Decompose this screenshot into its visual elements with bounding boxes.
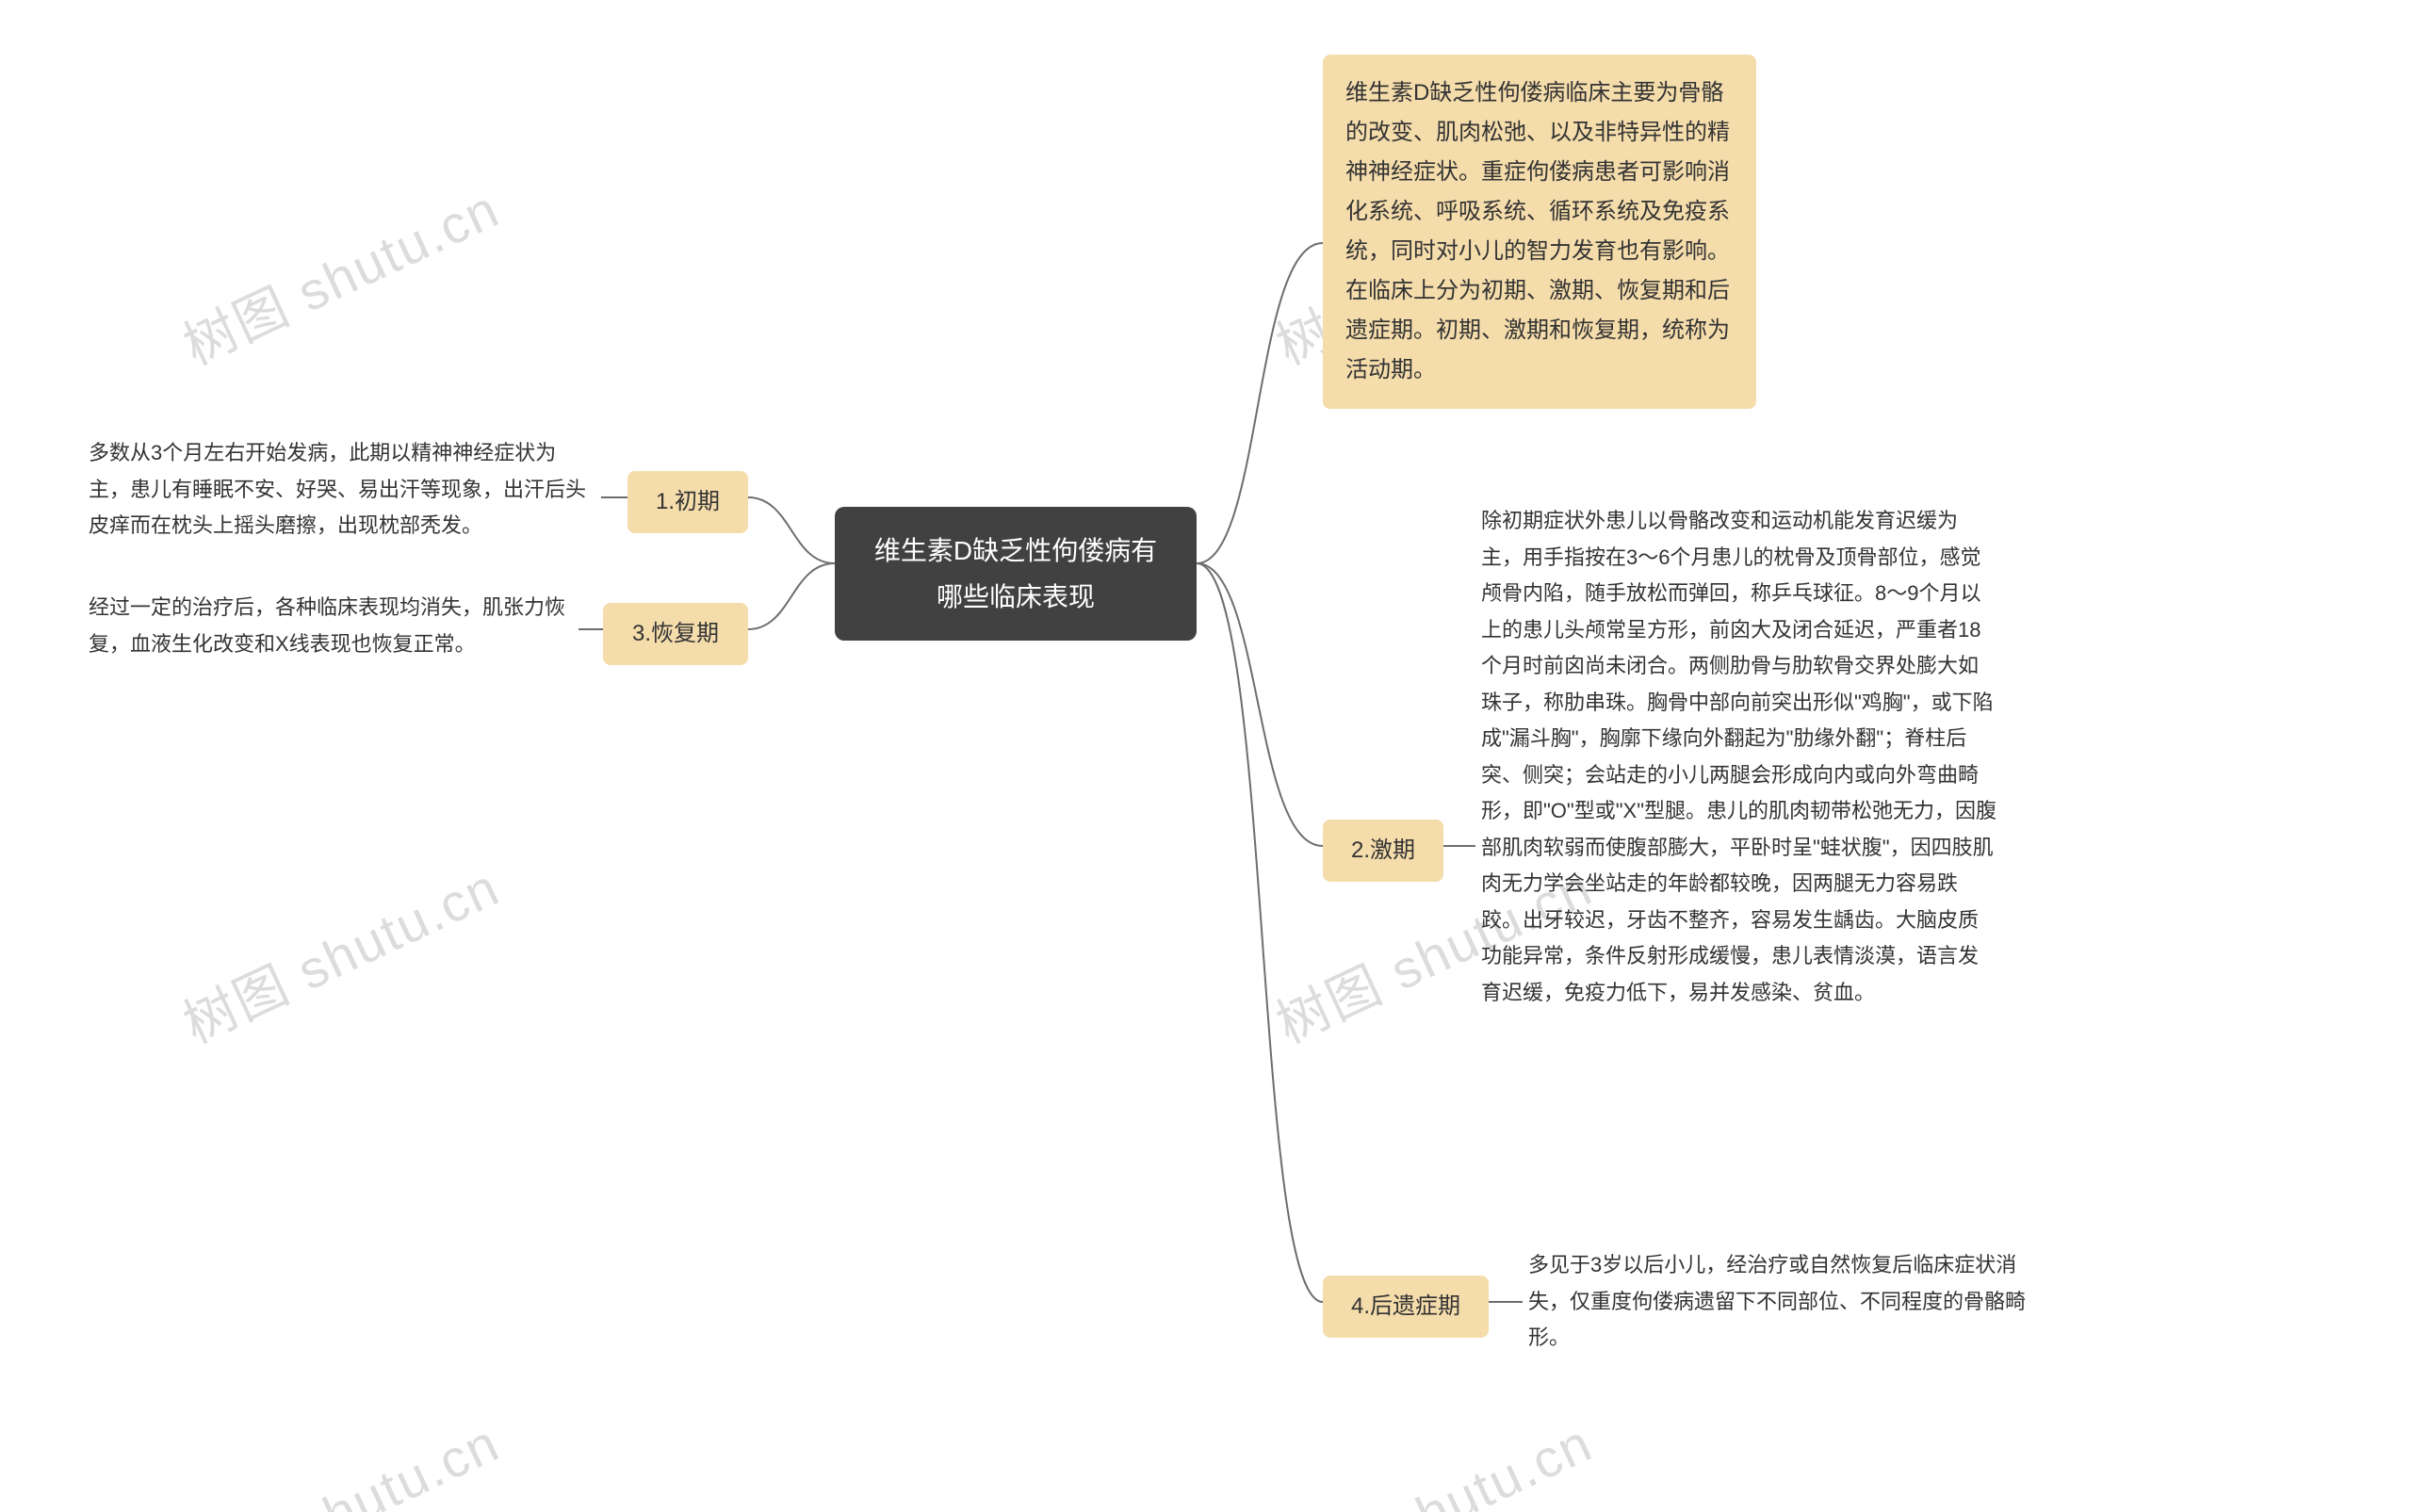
phase-2-desc: 除初期症状外患儿以骨骼改变和运动机能发育迟缓为主，用手指按在3～6个月患儿的枕骨… (1475, 499, 2003, 1015)
phase-1-desc-text: 多数从3个月左右开始发病，此期以精神神经症状为主，患儿有睡眠不安、好哭、易出汗等… (89, 441, 586, 537)
watermark: 树图 shutu.cn (1263, 1401, 1604, 1512)
phase-1-node[interactable]: 1.初期 (627, 471, 748, 533)
phase-4-desc: 多见于3岁以后小儿，经治疗或自然恢复后临床症状消失，仅重度佝偻病遗留下不同部位、… (1523, 1244, 2031, 1360)
phase-3-node[interactable]: 3.恢复期 (603, 603, 748, 665)
phase-3-label: 3.恢复期 (632, 621, 719, 646)
phase-1-desc: 多数从3个月左右开始发病，此期以精神神经症状为主，患儿有睡眠不安、好哭、易出汗等… (83, 431, 601, 548)
connector-lines (0, 0, 2412, 1512)
phase-2-node[interactable]: 2.激期 (1323, 820, 1443, 882)
phase-4-desc-text: 多见于3岁以后小儿，经治疗或自然恢复后临床症状消失，仅重度佝偻病遗留下不同部位、… (1528, 1253, 2026, 1349)
watermark: 树图 shutu.cn (170, 1401, 511, 1512)
watermark: 树图 shutu.cn (170, 845, 511, 1058)
phase-1-label: 1.初期 (656, 489, 720, 514)
intro-text: 维生素D缺乏性佝偻病临床主要为骨骼的改变、肌肉松弛、以及非特异性的精神神经症状。… (1345, 80, 1730, 382)
phase-2-desc-text: 除初期症状外患儿以骨骼改变和运动机能发育迟缓为主，用手指按在3～6个月患儿的枕骨… (1481, 509, 1996, 1004)
intro-node[interactable]: 维生素D缺乏性佝偻病临床主要为骨骼的改变、肌肉松弛、以及非特异性的精神神经症状。… (1323, 55, 1756, 409)
phase-4-label: 4.后遗症期 (1351, 1293, 1460, 1319)
phase-3-desc-text: 经过一定的治疗后，各种临床表现均消失，肌张力恢复，血液生化改变和X线表现也恢复正… (89, 595, 565, 656)
phase-4-node[interactable]: 4.后遗症期 (1323, 1276, 1489, 1338)
center-topic-text: 维生素D缺乏性佝偻病有 哪些临床表现 (863, 528, 1168, 620)
phase-2-label: 2.激期 (1351, 837, 1415, 863)
watermark: 树图 shutu.cn (170, 167, 511, 380)
center-topic[interactable]: 维生素D缺乏性佝偻病有 哪些临床表现 (835, 507, 1197, 641)
phase-3-desc: 经过一定的治疗后，各种临床表现均消失，肌张力恢复，血液生化改变和X线表现也恢复正… (83, 586, 579, 666)
